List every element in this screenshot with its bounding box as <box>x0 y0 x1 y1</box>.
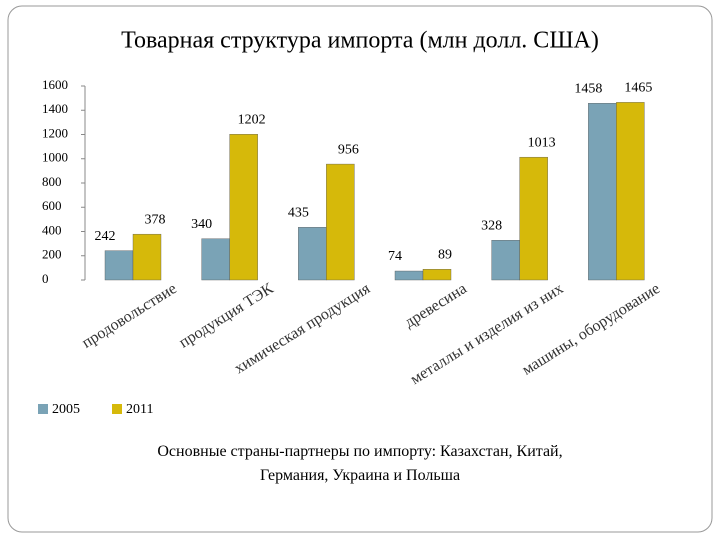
bar <box>519 156 548 281</box>
bar <box>104 250 134 281</box>
value-label: 1458 <box>574 81 602 96</box>
y-tick-label: 1000 <box>42 150 68 165</box>
value-label: 1202 <box>238 112 266 127</box>
y-tick-label: 600 <box>42 198 62 213</box>
y-tick-label: 800 <box>42 174 62 189</box>
bar <box>491 240 520 281</box>
value-label: 956 <box>338 142 359 157</box>
value-label: 89 <box>438 247 452 262</box>
bar <box>298 227 327 281</box>
note: Основные страны-партнеры по импорту: Каз… <box>157 443 563 484</box>
bar <box>394 270 424 281</box>
legend-label: 2005 <box>52 402 80 417</box>
y-tick-label: 1200 <box>42 125 68 140</box>
value-label: 74 <box>388 249 402 264</box>
y-tick-label: 0 <box>42 271 49 286</box>
x-tick-label: продукция ТЭК <box>176 280 276 352</box>
bar <box>588 103 617 281</box>
chart-title: Товарная структура импорта (млн долл. СШ… <box>121 28 599 54</box>
x-tick-label: продовольствие <box>79 280 180 352</box>
value-label: 242 <box>95 229 116 244</box>
value-label: 378 <box>145 212 166 227</box>
value-label: 1465 <box>624 81 652 96</box>
bar <box>132 233 162 281</box>
bar <box>201 238 230 281</box>
bar <box>616 102 645 281</box>
y-tick-label: 1600 <box>42 77 68 92</box>
bar <box>422 269 452 281</box>
y-tick-label: 400 <box>42 222 62 237</box>
legend-swatch <box>112 404 122 414</box>
y-tick-label: 1400 <box>42 101 68 116</box>
y-tick-label: 200 <box>42 247 62 262</box>
bar <box>229 134 258 281</box>
value-label: 328 <box>481 218 502 233</box>
value-label: 1013 <box>528 135 556 150</box>
slide-frame <box>7 5 713 533</box>
x-tick-label: металлы и изделия из них <box>408 280 567 388</box>
x-tick-label: древесина <box>402 280 470 331</box>
bar <box>326 163 355 281</box>
legend-swatch <box>38 404 48 414</box>
value-label: 340 <box>191 217 212 232</box>
legend-label: 2011 <box>126 402 153 417</box>
value-label: 435 <box>288 205 309 220</box>
